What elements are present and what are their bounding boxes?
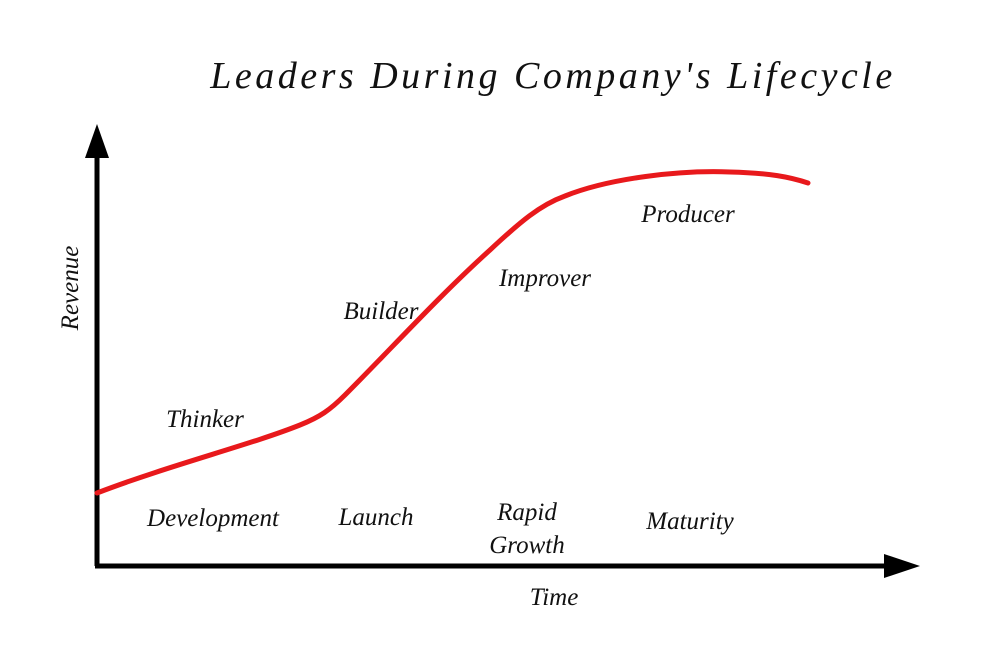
leader-label-builder: Builder (344, 298, 419, 325)
leader-label-producer: Producer (640, 201, 735, 228)
revenue-curve (94, 169, 811, 496)
stage-label-maturity: Maturity (645, 508, 734, 535)
stage-label-rapid: Rapid (496, 499, 557, 526)
stage-label-development: Development (146, 505, 280, 532)
x-axis-label: Time (530, 584, 579, 611)
diagram-title: Leaders During Company's Lifecycle (209, 55, 895, 97)
x-axis-arrow-icon (884, 554, 920, 578)
y-axis-label: Revenue (57, 246, 84, 332)
leader-label-improver: Improver (498, 265, 591, 292)
stage-label-launch: Launch (338, 504, 414, 531)
y-axis-arrow-icon (85, 124, 109, 158)
leader-label-thinker: Thinker (166, 406, 244, 433)
stage-label-growth: Growth (489, 532, 564, 559)
